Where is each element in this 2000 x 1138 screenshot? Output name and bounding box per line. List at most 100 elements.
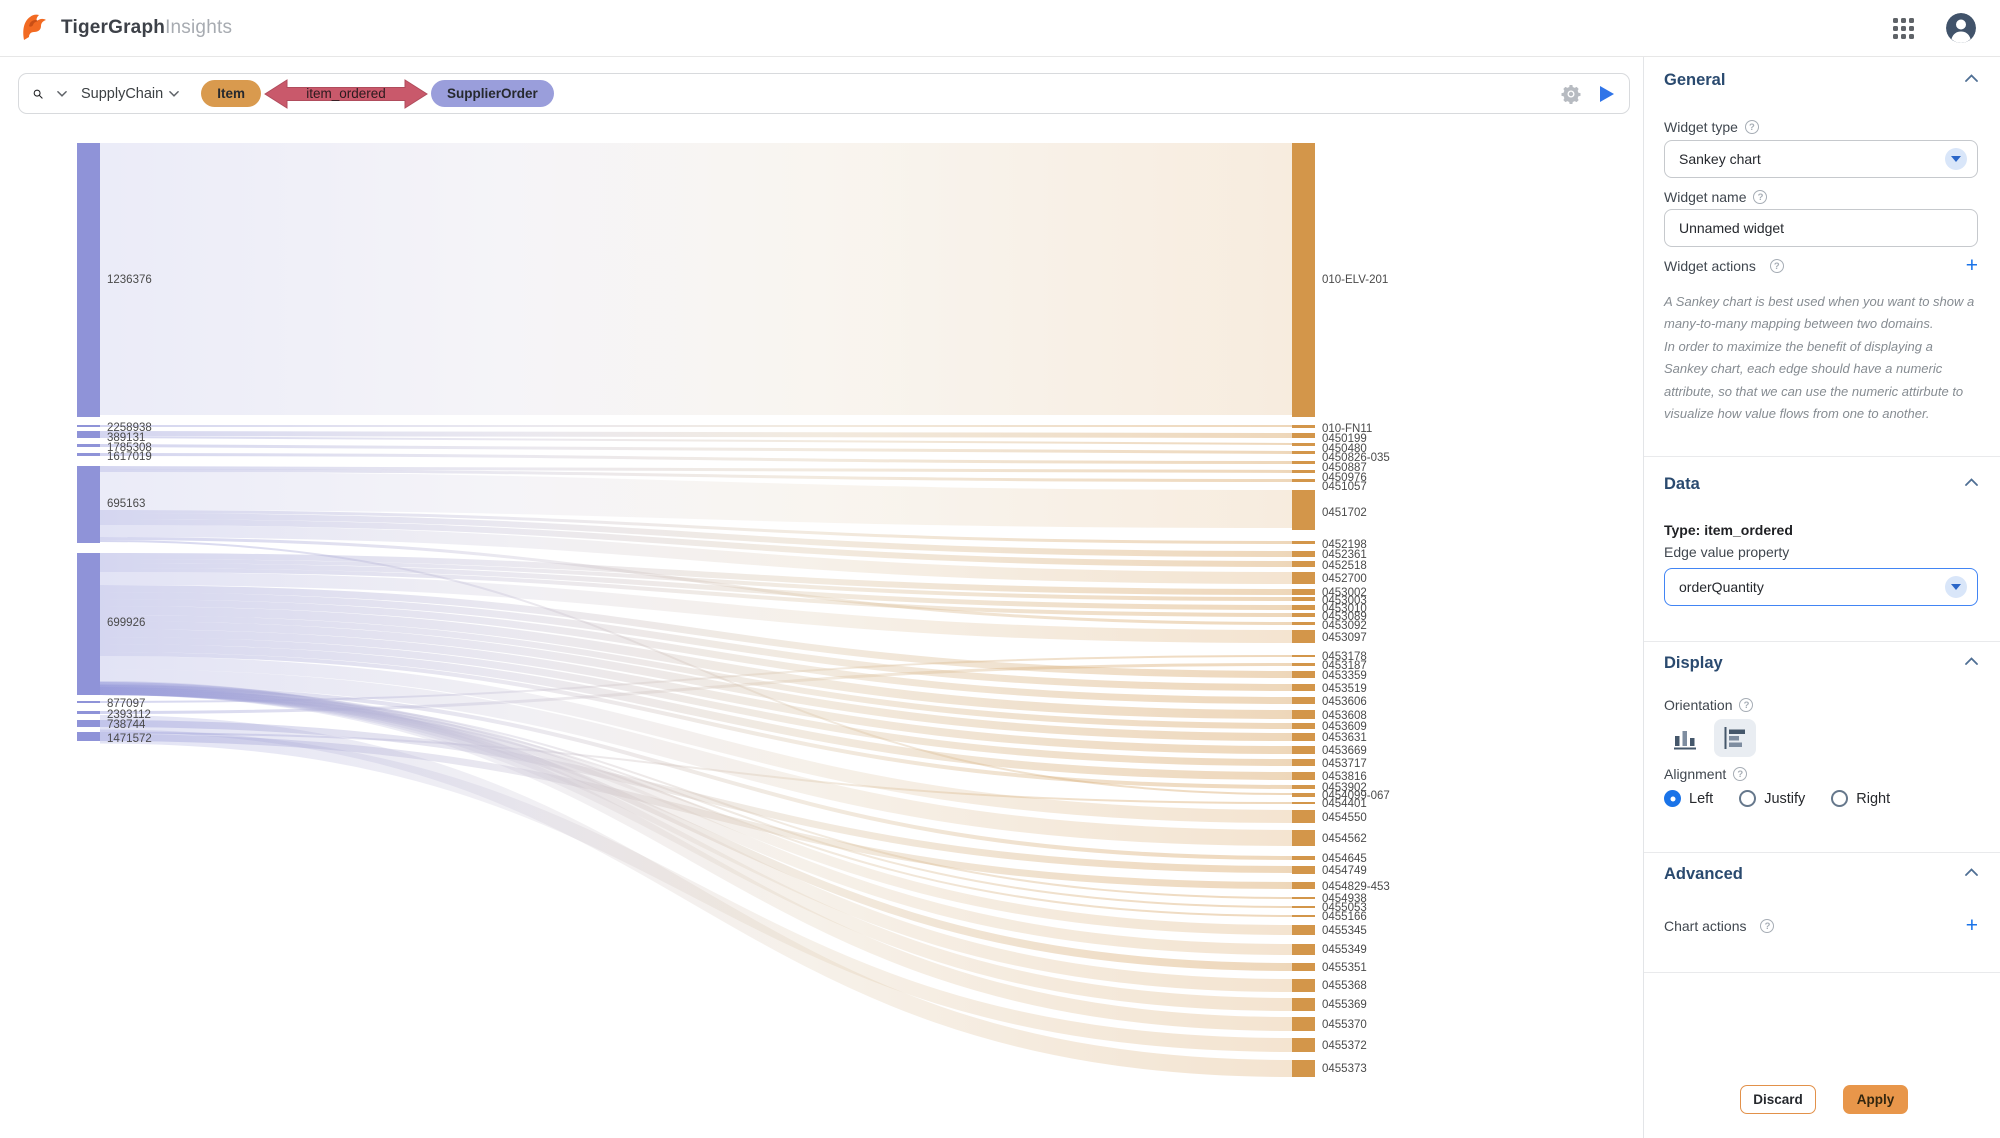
sankey-link[interactable] bbox=[99, 519, 1293, 567]
sankey-node[interactable] bbox=[1292, 723, 1315, 729]
radio-icon[interactable] bbox=[1831, 790, 1849, 807]
help-icon[interactable]: ? bbox=[1760, 919, 1775, 933]
sankey-node[interactable] bbox=[1292, 443, 1315, 446]
sankey-node[interactable] bbox=[1292, 1038, 1315, 1052]
radio-icon[interactable] bbox=[1739, 790, 1757, 807]
section-display-header[interactable]: Display bbox=[1664, 654, 1978, 673]
sankey-node[interactable] bbox=[1292, 697, 1315, 704]
target-vertex-pill[interactable]: SupplierOrder bbox=[431, 80, 554, 107]
sankey-node[interactable] bbox=[1292, 589, 1315, 595]
help-icon[interactable]: ? bbox=[1753, 190, 1768, 204]
sankey-link[interactable] bbox=[99, 621, 1293, 741]
sankey-node[interactable] bbox=[77, 425, 100, 427]
sankey-link[interactable] bbox=[99, 592, 1293, 691]
sankey-node[interactable] bbox=[1292, 470, 1315, 473]
sankey-node[interactable] bbox=[77, 553, 100, 695]
sankey-node[interactable] bbox=[1292, 425, 1315, 428]
section-general-header[interactable]: General bbox=[1664, 71, 1978, 90]
chevron-down-icon[interactable] bbox=[57, 89, 67, 99]
collapse-section-icon[interactable] bbox=[1965, 657, 1978, 665]
section-data-header[interactable]: Data bbox=[1664, 475, 1978, 494]
sankey-node[interactable] bbox=[1292, 866, 1315, 874]
pattern-search-bar[interactable]: SupplyChain Item item_ordered SupplierOr… bbox=[18, 73, 1630, 114]
apply-button[interactable]: Apply bbox=[1843, 1085, 1908, 1114]
sankey-link[interactable] bbox=[99, 637, 1293, 766]
sankey-node[interactable] bbox=[1292, 785, 1315, 789]
sankey-node[interactable] bbox=[1292, 897, 1315, 899]
sankey-node[interactable] bbox=[1292, 541, 1315, 544]
sankey-node[interactable] bbox=[1292, 671, 1315, 678]
select-chevron-icon[interactable] bbox=[1945, 576, 1967, 598]
sankey-node[interactable] bbox=[77, 701, 100, 703]
orientation-vertical-button[interactable] bbox=[1664, 719, 1706, 757]
sankey-link[interactable] bbox=[99, 568, 1293, 617]
sankey-node[interactable] bbox=[1292, 663, 1315, 666]
help-icon[interactable]: ? bbox=[1744, 120, 1759, 134]
sankey-node[interactable] bbox=[1292, 710, 1315, 719]
sankey-node[interactable] bbox=[1292, 802, 1315, 804]
help-icon[interactable]: ? bbox=[1739, 698, 1754, 712]
chevron-down-icon[interactable] bbox=[169, 89, 180, 99]
source-vertex-pill[interactable]: Item bbox=[201, 80, 261, 107]
sankey-node[interactable] bbox=[1292, 746, 1315, 754]
add-widget-action-button[interactable]: + bbox=[1965, 254, 1978, 277]
sankey-node[interactable] bbox=[1292, 622, 1315, 625]
sankey-link[interactable] bbox=[99, 606, 1293, 719]
sankey-node[interactable] bbox=[1292, 998, 1315, 1011]
sankey-node[interactable] bbox=[1292, 1060, 1315, 1077]
sankey-node[interactable] bbox=[1292, 561, 1315, 567]
select-chevron-icon[interactable] bbox=[1945, 148, 1967, 170]
sankey-node[interactable] bbox=[1292, 830, 1315, 846]
collapse-section-icon[interactable] bbox=[1965, 74, 1978, 82]
sankey-node[interactable] bbox=[77, 720, 100, 727]
sankey-node[interactable] bbox=[77, 143, 100, 417]
search-icon[interactable] bbox=[33, 89, 43, 99]
sankey-node[interactable] bbox=[77, 711, 100, 714]
sankey-node[interactable] bbox=[77, 453, 100, 456]
widget-type-select[interactable]: Sankey chart bbox=[1664, 140, 1978, 178]
sankey-node[interactable] bbox=[77, 466, 100, 543]
sankey-link[interactable] bbox=[99, 644, 1293, 780]
sankey-node[interactable] bbox=[77, 431, 100, 438]
widget-name-input[interactable]: Unnamed widget bbox=[1664, 209, 1978, 247]
alignment-option-right[interactable]: Right bbox=[1831, 790, 1890, 807]
collapse-section-icon[interactable] bbox=[1965, 868, 1978, 876]
sankey-link[interactable] bbox=[99, 734, 1293, 889]
sankey-node[interactable] bbox=[1292, 963, 1315, 971]
sankey-link[interactable] bbox=[99, 729, 1293, 1052]
sankey-node[interactable] bbox=[1292, 906, 1315, 908]
sankey-link[interactable] bbox=[99, 669, 1293, 846]
sankey-link[interactable] bbox=[99, 510, 1293, 544]
sankey-link[interactable] bbox=[99, 525, 1293, 584]
sankey-node[interactable] bbox=[1292, 479, 1315, 482]
sankey-node[interactable] bbox=[1292, 944, 1315, 955]
sankey-node[interactable] bbox=[1292, 915, 1315, 917]
add-chart-action-button[interactable]: + bbox=[1965, 914, 1978, 937]
sankey-node[interactable] bbox=[1292, 810, 1315, 823]
sankey-node[interactable] bbox=[1292, 433, 1315, 438]
orientation-horizontal-button[interactable] bbox=[1714, 719, 1756, 757]
apps-grid-icon[interactable] bbox=[1893, 17, 1914, 39]
user-avatar[interactable] bbox=[1946, 13, 1976, 43]
sankey-link[interactable] bbox=[99, 431, 1293, 438]
sankey-node[interactable] bbox=[77, 444, 100, 447]
sankey-node[interactable] bbox=[1292, 490, 1315, 530]
sankey-link[interactable] bbox=[99, 453, 1293, 464]
section-advanced-header[interactable]: Advanced bbox=[1664, 865, 1978, 884]
help-icon[interactable]: ? bbox=[1769, 259, 1784, 273]
sankey-link[interactable] bbox=[99, 472, 1293, 528]
sankey-node[interactable] bbox=[1292, 772, 1315, 780]
graph-name[interactable]: SupplyChain bbox=[81, 85, 164, 102]
sankey-link[interactable] bbox=[99, 732, 1293, 804]
sankey-node[interactable] bbox=[1292, 630, 1315, 643]
collapse-section-icon[interactable] bbox=[1965, 478, 1978, 486]
sankey-link[interactable] bbox=[99, 663, 1293, 714]
sankey-link[interactable] bbox=[99, 559, 1293, 601]
edge-value-select[interactable]: orderQuantity bbox=[1664, 568, 1978, 606]
sankey-node[interactable] bbox=[1292, 572, 1315, 584]
discard-button[interactable]: Discard bbox=[1740, 1085, 1816, 1114]
sankey-node[interactable] bbox=[1292, 451, 1315, 454]
sankey-node[interactable] bbox=[1292, 882, 1315, 889]
help-icon[interactable]: ? bbox=[1733, 767, 1748, 781]
